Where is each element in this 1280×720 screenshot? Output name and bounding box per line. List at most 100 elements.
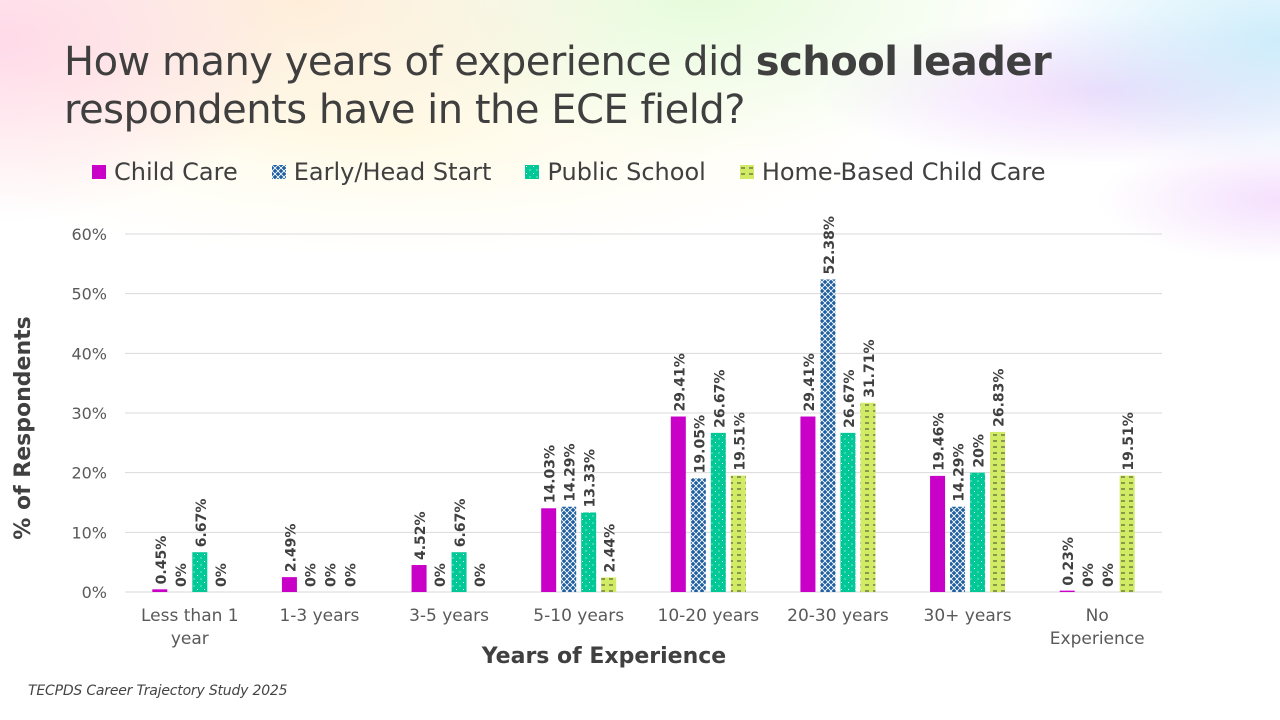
- x-tick-label: 5-10 years: [533, 606, 624, 626]
- y-axis-title: % of Respondents: [11, 316, 36, 539]
- title-prefix: How many years of experience did: [64, 39, 756, 85]
- bar: [670, 416, 686, 592]
- x-tick-label-line: year: [171, 629, 209, 649]
- x-tick-label-line: 3-5 years: [409, 606, 489, 626]
- data-label: 6.67%: [194, 499, 210, 548]
- bar: [281, 577, 297, 592]
- bar: [541, 508, 557, 592]
- data-label: 0%: [303, 563, 319, 587]
- bar: [800, 416, 816, 592]
- x-tick-label: 30+ years: [924, 606, 1012, 626]
- slide-title: How many years of experience did school …: [64, 38, 1052, 134]
- data-label: 19.51%: [732, 412, 748, 470]
- bar: [1059, 590, 1075, 592]
- data-label: 2.49%: [283, 524, 299, 573]
- data-label: 13.33%: [583, 449, 599, 507]
- data-label: 19.46%: [932, 413, 948, 471]
- data-label: 31.71%: [862, 339, 878, 397]
- data-label: 26.83%: [992, 369, 1008, 427]
- data-label: 0%: [214, 563, 230, 587]
- x-tick-label: 10-20 years: [658, 606, 760, 626]
- y-axis-ticks: 0% 10% 20% 30% 40% 50% 60%: [71, 225, 107, 602]
- data-label: 14.03%: [543, 445, 559, 503]
- x-tick-label-line: 5-10 years: [533, 606, 624, 626]
- data-label: 14.29%: [952, 443, 968, 501]
- bar: [950, 506, 966, 592]
- x-axis-title: Years of Experience: [481, 644, 726, 669]
- legend-label: Early/Head Start: [293, 158, 492, 186]
- y-tick-label: 50%: [71, 285, 107, 304]
- legend-item-child-care: Child Care: [92, 158, 238, 186]
- x-tick-label-line: 20-30 years: [787, 606, 889, 626]
- title-emphasis: school leader: [755, 39, 1052, 85]
- bar: [710, 432, 726, 592]
- data-label: 19.05%: [692, 415, 708, 473]
- x-tick-label: 1-3 years: [279, 606, 359, 626]
- data-label: 20%: [972, 434, 988, 468]
- legend-item-home-based-child-care: Home-Based Child Care: [739, 158, 1046, 186]
- gridlines: [125, 233, 1162, 593]
- legend-swatch-early-head-start: [271, 165, 286, 179]
- data-label: 26.67%: [712, 370, 728, 428]
- data-label: 0.45%: [154, 536, 170, 585]
- x-tick-label: 3-5 years: [409, 606, 489, 626]
- legend-swatch-public-school: [525, 165, 540, 179]
- data-label: 26.67%: [842, 370, 858, 428]
- bar: [411, 565, 427, 592]
- x-tick-label: 20-30 years: [787, 606, 889, 626]
- data-label: 14.29%: [563, 443, 579, 501]
- y-tick-label: 0%: [82, 583, 107, 602]
- x-tick-label-line: Less than 1: [141, 606, 239, 626]
- legend-swatch-child-care: [92, 165, 106, 179]
- bar: [860, 402, 876, 592]
- bar: [192, 552, 208, 592]
- legend-swatch-home-based: [739, 165, 754, 179]
- data-label: 0.23%: [1061, 537, 1077, 586]
- x-axis-ticks: Less than 1 year 1-3 years 3-5 years 5-10 ye…: [141, 606, 1145, 649]
- data-label: 0%: [174, 563, 190, 587]
- x-tick-label-line: 30+ years: [924, 606, 1012, 626]
- bar: [581, 512, 597, 592]
- data-label: 4.52%: [413, 511, 429, 560]
- data-label: 0%: [323, 563, 339, 587]
- bar: [930, 475, 946, 592]
- data-label: 6.67%: [453, 499, 469, 548]
- bar: [601, 577, 617, 592]
- data-label: 29.41%: [672, 353, 688, 411]
- bar: [1119, 475, 1135, 592]
- y-tick-label: 10%: [71, 523, 107, 542]
- title-suffix: respondents have in the ECE field?: [64, 87, 745, 133]
- data-labels: 0.45% 0%6.67%0%2.49%0% 0% 0%4.52%0%6.67%0%1…: [154, 216, 1137, 587]
- legend-label: Public School: [547, 158, 706, 186]
- data-label: 0%: [1081, 563, 1097, 587]
- data-label: 0%: [473, 563, 489, 587]
- y-tick-label: 40%: [71, 344, 107, 363]
- bar: [561, 506, 577, 592]
- x-tick-label: Less than 1 year: [141, 606, 239, 649]
- source-note: TECPDS Career Trajectory Study 2025: [28, 683, 288, 699]
- legend-item-public-school: Public School: [525, 158, 706, 186]
- data-label: 2.44%: [603, 524, 619, 573]
- legend-label: Home-Based Child Care: [761, 158, 1046, 186]
- y-tick-label: 60%: [71, 225, 107, 244]
- x-tick-label: No Experience: [1050, 606, 1145, 649]
- chart-legend: Child Care Early/Head Start Public Schoo…: [92, 158, 1046, 186]
- legend-item-early-head-start: Early/Head Start: [271, 158, 492, 186]
- data-label: 29.41%: [802, 353, 818, 411]
- y-tick-label: 30%: [71, 404, 107, 423]
- bar: [820, 279, 836, 592]
- x-tick-label-line: 10-20 years: [658, 606, 760, 626]
- legend-label: Child Care: [114, 158, 238, 186]
- x-tick-label-line: No: [1086, 606, 1109, 626]
- data-label: 0%: [433, 563, 449, 587]
- x-tick-label-line: 1-3 years: [279, 606, 359, 626]
- bar: [970, 472, 986, 592]
- y-tick-label: 20%: [71, 464, 107, 483]
- bar: [840, 432, 856, 592]
- data-label: 19.51%: [1121, 412, 1137, 470]
- bar: [730, 475, 746, 592]
- bar: [152, 589, 168, 592]
- data-label: 0%: [1101, 563, 1117, 587]
